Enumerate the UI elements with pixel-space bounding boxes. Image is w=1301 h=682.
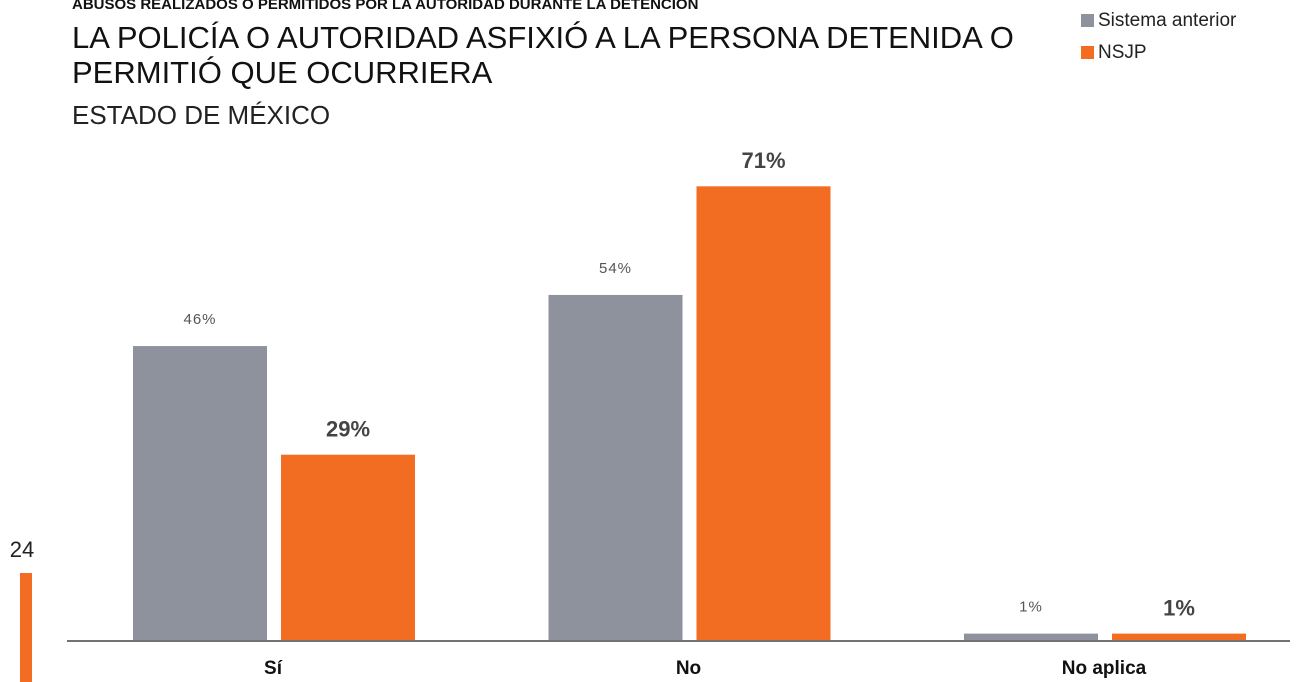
data-label: 71% (741, 148, 785, 173)
bar (133, 346, 267, 640)
data-label: 46% (183, 311, 216, 328)
data-label: 29% (326, 417, 370, 442)
data-label: 54% (599, 260, 632, 277)
subtitle: ESTADO DE MÉXICO (72, 100, 331, 130)
data-label: 1% (1163, 595, 1195, 620)
legend-label: Sistema anterior (1098, 10, 1237, 31)
page-number: 24 (10, 537, 34, 562)
x-tick-label: No aplica (1062, 658, 1147, 679)
supertitle: ABUSOS REALIZADOS O PERMITIDOS POR LA AU… (72, 0, 699, 13)
bar (1112, 633, 1246, 640)
data-label: 1% (1019, 599, 1043, 616)
legend-label: NSJP (1098, 42, 1147, 63)
bar (964, 633, 1098, 640)
legend-swatch (1081, 46, 1094, 59)
legend-swatch (1081, 14, 1094, 27)
x-tick-label: Sí (264, 658, 283, 679)
page-marker (20, 573, 32, 682)
chart-title: LA POLICÍA O AUTORIDAD ASFIXIÓ A LA PERS… (72, 20, 1014, 90)
bar (548, 294, 683, 640)
bar (281, 454, 415, 640)
bar (696, 186, 831, 640)
x-tick-label: No (676, 658, 701, 679)
